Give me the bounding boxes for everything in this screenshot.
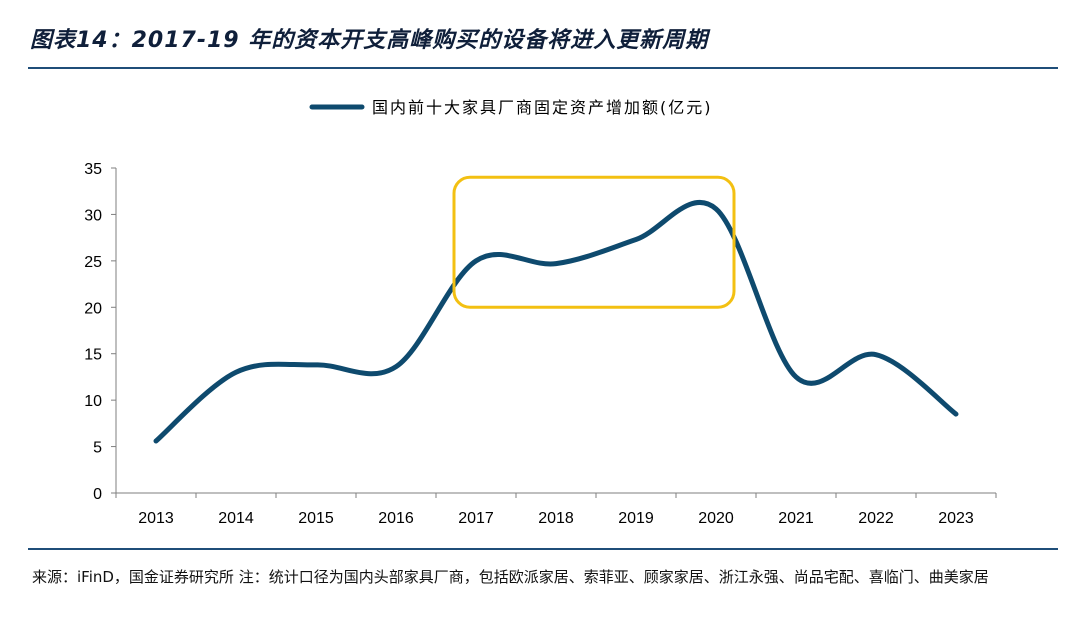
line-chart: 国内前十大家具厂商固定资产增加额(亿元) 0 5 10 15 20 25 30 35 2013… bbox=[84, 98, 997, 527]
x-tick-label: 2018 bbox=[538, 510, 574, 527]
source-divider bbox=[28, 548, 1058, 550]
x-tick-label: 2017 bbox=[458, 510, 494, 527]
y-tick-label: 5 bbox=[93, 440, 102, 457]
y-tick-label: 0 bbox=[93, 486, 102, 503]
y-tick-label: 35 bbox=[84, 161, 102, 178]
highlight-box bbox=[452, 175, 736, 309]
x-tick-label: 2019 bbox=[618, 510, 654, 527]
x-tick-label: 2015 bbox=[298, 510, 334, 527]
y-tick-label: 15 bbox=[84, 347, 102, 364]
y-tick-label: 30 bbox=[84, 207, 102, 224]
x-tick-label: 2022 bbox=[858, 510, 894, 527]
legend: 国内前十大家具厂商固定资产增加额(亿元) bbox=[309, 98, 713, 117]
chart-title: 图表14：2017-19 年的资本开支高峰购买的设备将进入更新周期 bbox=[30, 28, 709, 53]
y-tick-label: 20 bbox=[84, 300, 102, 317]
title-divider bbox=[28, 67, 1058, 69]
legend-label: 国内前十大家具厂商固定资产增加额(亿元) bbox=[372, 98, 713, 117]
y-axis: 0 5 10 15 20 25 30 35 bbox=[84, 161, 117, 503]
y-tick-label: 10 bbox=[84, 393, 102, 410]
x-axis: 2013 2014 2015 2016 2017 2018 2019 2020 2021 2022… bbox=[115, 492, 997, 527]
x-tick-label: 2014 bbox=[218, 510, 254, 527]
x-tick-label: 2020 bbox=[698, 510, 734, 527]
y-tick-label: 25 bbox=[84, 254, 102, 271]
x-tick-label: 2013 bbox=[138, 510, 174, 527]
x-tick-label: 2023 bbox=[938, 510, 974, 527]
series-line bbox=[153, 199, 959, 444]
x-tick-label: 2021 bbox=[778, 510, 814, 527]
x-tick-label: 2016 bbox=[378, 510, 414, 527]
source-note: 来源：iFinD，国金证券研究所 注：统计口径为国内头部家具厂商，包括欧派家居、… bbox=[32, 568, 989, 586]
